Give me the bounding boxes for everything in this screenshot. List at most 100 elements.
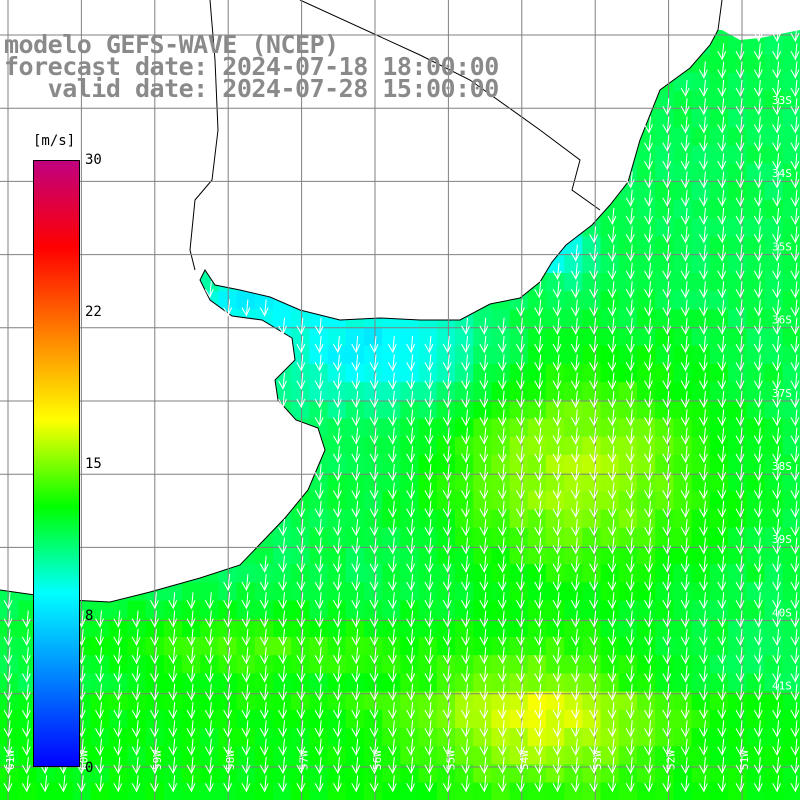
wind-arrow <box>461 647 470 665</box>
field-cell <box>582 382 602 401</box>
lat-label: 38S <box>772 460 792 473</box>
field-cell <box>618 655 638 674</box>
field-cell <box>200 709 219 729</box>
wind-arrow <box>753 537 763 555</box>
wind-arrow <box>534 683 544 701</box>
wind-arrow <box>369 427 379 445</box>
wind-arrow <box>570 738 580 756</box>
wind-arrow <box>534 317 544 335</box>
wind-arrow <box>753 427 763 445</box>
field-cell <box>236 746 256 765</box>
field-cell <box>418 364 438 383</box>
field-cell <box>291 655 310 674</box>
wind-arrow <box>515 354 525 372</box>
wind-arrow <box>223 299 233 317</box>
field-cell <box>491 345 511 365</box>
wind-arrow <box>149 665 159 683</box>
wind-arrow <box>589 537 599 555</box>
field-cell <box>345 491 365 511</box>
wind-arrow <box>625 262 635 281</box>
wind-arrow <box>790 43 800 61</box>
wind-arrow <box>644 299 653 317</box>
field-cell <box>709 91 729 110</box>
field-cell <box>309 491 329 511</box>
wind-arrow <box>314 573 324 592</box>
wind-arrow <box>497 647 507 665</box>
wind-arrow <box>735 299 745 317</box>
wind-arrow <box>717 116 727 134</box>
wind-arrow <box>662 207 672 226</box>
wind-arrow <box>113 610 123 628</box>
wind-arrow <box>625 390 635 409</box>
field-cell <box>509 709 529 729</box>
wind-arrow <box>479 775 489 793</box>
wind-arrow <box>589 573 599 592</box>
wind-arrow <box>662 372 672 390</box>
field-cell <box>637 364 656 383</box>
field-cell <box>582 691 602 711</box>
field-cell <box>491 709 511 729</box>
wind-arrow <box>461 482 470 500</box>
field-cell <box>418 400 438 420</box>
field-cell <box>709 436 729 456</box>
field-cell <box>273 600 292 620</box>
wind-arrow <box>644 702 653 720</box>
field-cell <box>746 236 765 256</box>
wind-arrow <box>790 281 800 299</box>
wind-arrow <box>680 409 690 427</box>
field-cell <box>509 455 529 474</box>
field-cell <box>473 600 492 620</box>
wind-arrow <box>479 409 489 427</box>
field-cell <box>509 418 529 438</box>
wind-arrow <box>369 390 379 409</box>
field-cell <box>691 291 711 310</box>
field-cell <box>582 436 602 456</box>
wind-arrow <box>753 116 763 134</box>
wind-arrow <box>662 756 672 775</box>
wind-arrow <box>406 683 416 701</box>
field-cell <box>473 782 492 800</box>
wind-arrow <box>552 592 562 610</box>
field-cell <box>491 418 511 438</box>
field-cell <box>436 436 456 456</box>
field-cell <box>564 600 583 620</box>
wind-arrow <box>479 427 489 445</box>
wind-arrow <box>296 702 306 720</box>
wind-arrow <box>662 537 672 555</box>
field-cell <box>582 709 602 729</box>
wind-arrow <box>790 482 800 500</box>
field-cell <box>327 746 347 765</box>
field-cell <box>491 491 511 511</box>
field-cell <box>637 345 656 365</box>
field-cell <box>509 473 529 492</box>
wind-arrow <box>296 665 306 683</box>
field-cell <box>382 728 401 747</box>
field-cell <box>18 764 37 784</box>
wind-arrow <box>772 409 782 427</box>
wind-arrow <box>698 519 708 537</box>
field-cell <box>655 345 674 365</box>
wind-arrow <box>625 500 635 518</box>
field-cell <box>0 673 19 693</box>
wind-arrow <box>698 409 708 427</box>
field-cell <box>564 291 583 310</box>
wind-arrow <box>259 738 269 756</box>
field-cell <box>127 637 147 656</box>
wind-arrow <box>186 702 196 720</box>
wind-arrow <box>644 116 653 134</box>
field-cell <box>491 455 511 474</box>
wind-arrow <box>589 610 599 628</box>
wind-arrow <box>241 573 251 592</box>
wind-arrow <box>369 336 379 354</box>
field-cell <box>673 382 693 401</box>
wind-arrow <box>753 98 763 116</box>
field-cell <box>491 655 511 674</box>
wind-arrow <box>753 409 763 427</box>
field-cell <box>400 436 420 456</box>
wind-arrow <box>589 336 599 354</box>
field-cell <box>36 764 56 784</box>
wind-arrow <box>497 592 507 610</box>
wind-arrow <box>314 317 324 335</box>
wind-arrow <box>497 702 507 720</box>
field-cell <box>546 382 565 401</box>
